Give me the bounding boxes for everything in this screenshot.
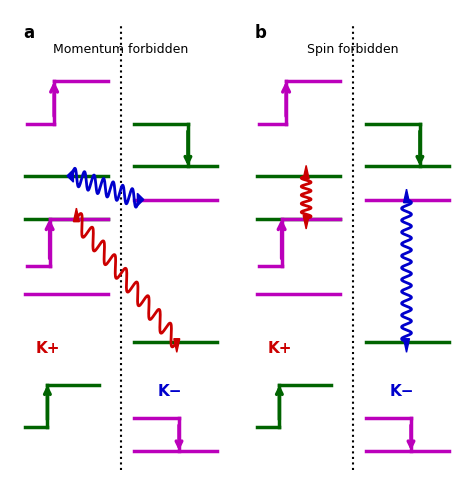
Polygon shape [303, 165, 309, 179]
Polygon shape [403, 189, 410, 203]
Polygon shape [403, 339, 410, 352]
Polygon shape [67, 169, 73, 182]
Text: b: b [255, 24, 267, 42]
Polygon shape [137, 193, 144, 206]
Polygon shape [174, 339, 180, 352]
Text: Spin forbidden: Spin forbidden [307, 43, 399, 56]
Text: a: a [23, 24, 34, 42]
Text: K−: K− [158, 384, 182, 399]
Polygon shape [73, 208, 79, 222]
Text: K−: K− [390, 384, 414, 399]
Text: K+: K+ [267, 341, 292, 357]
Text: Momentum forbidden: Momentum forbidden [54, 43, 189, 56]
Text: K+: K+ [35, 341, 60, 357]
Polygon shape [303, 215, 309, 229]
